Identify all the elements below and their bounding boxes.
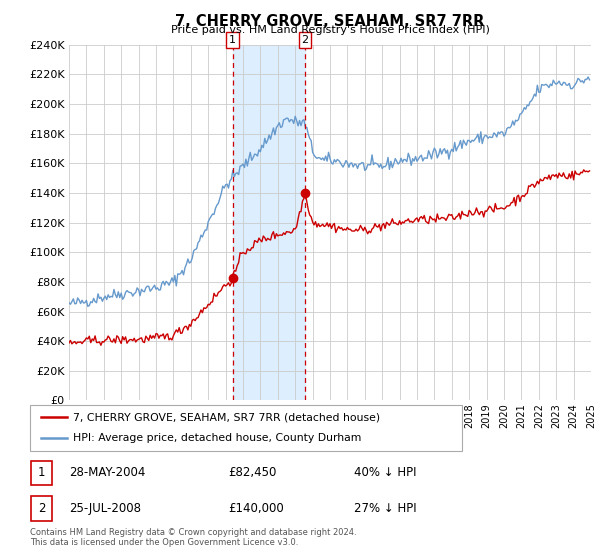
Text: 7, CHERRY GROVE, SEAHAM, SR7 7RR: 7, CHERRY GROVE, SEAHAM, SR7 7RR: [175, 14, 485, 29]
Text: Price paid vs. HM Land Registry's House Price Index (HPI): Price paid vs. HM Land Registry's House …: [170, 25, 490, 35]
Text: 1: 1: [229, 35, 236, 45]
Text: 1: 1: [38, 466, 45, 479]
Text: £82,450: £82,450: [228, 466, 277, 479]
Text: 7, CHERRY GROVE, SEAHAM, SR7 7RR (detached house): 7, CHERRY GROVE, SEAHAM, SR7 7RR (detach…: [73, 412, 380, 422]
Text: HPI: Average price, detached house, County Durham: HPI: Average price, detached house, Coun…: [73, 433, 362, 444]
Text: 2: 2: [38, 502, 45, 515]
Text: Contains HM Land Registry data © Crown copyright and database right 2024.
This d: Contains HM Land Registry data © Crown c…: [30, 528, 356, 547]
Text: 27% ↓ HPI: 27% ↓ HPI: [354, 502, 416, 515]
Text: 25-JUL-2008: 25-JUL-2008: [69, 502, 141, 515]
Bar: [31, 460, 52, 485]
Text: 28-MAY-2004: 28-MAY-2004: [69, 466, 145, 479]
Bar: [31, 496, 52, 521]
Text: 2: 2: [301, 35, 308, 45]
Bar: [233, 45, 305, 400]
Text: 40% ↓ HPI: 40% ↓ HPI: [354, 466, 416, 479]
Text: £140,000: £140,000: [228, 502, 284, 515]
